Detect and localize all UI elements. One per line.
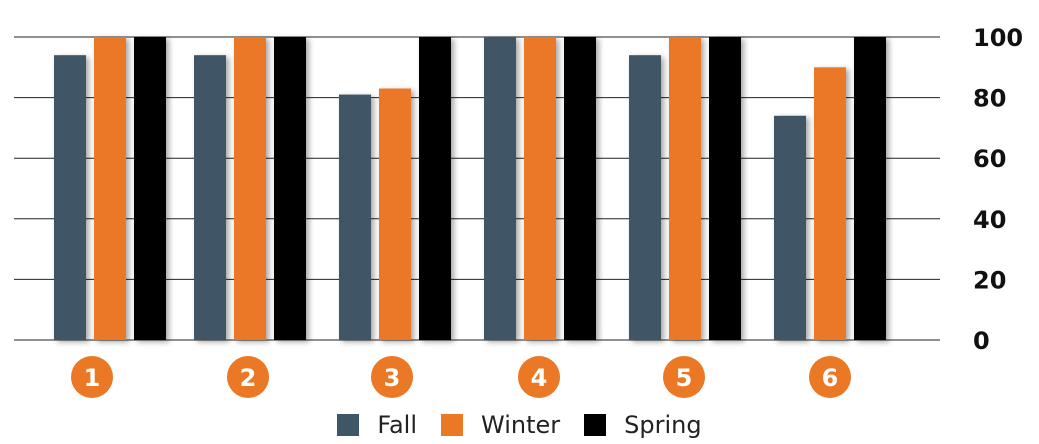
bar-spring-1 (134, 37, 166, 340)
y-tick-label: 60 (973, 145, 1006, 173)
y-tick-label: 100 (973, 24, 1023, 52)
bar-fall-5 (629, 55, 661, 341)
bar-winter-2 (234, 37, 266, 340)
legend-item-spring: Spring (584, 411, 702, 439)
y-axis-ticks: 0 20 40 60 80 100 (973, 24, 1023, 355)
category-label: 5 (676, 364, 693, 392)
bar-spring-6 (854, 37, 886, 340)
legend-swatch (337, 414, 360, 436)
bars (54, 37, 886, 341)
y-tick-label: 80 (973, 85, 1006, 113)
legend-swatch (441, 414, 464, 436)
legend-swatch (584, 414, 607, 436)
bar-chart: 0 20 40 60 80 100 1 2 3 4 5 6 (14, 24, 1023, 398)
y-tick-label: 0 (973, 327, 990, 355)
y-tick-label: 20 (973, 266, 1006, 294)
bar-spring-5 (709, 37, 741, 340)
legend-item-winter: Winter (441, 411, 560, 439)
category-label: 1 (84, 364, 101, 392)
legend-item-fall: Fall (337, 411, 417, 439)
bar-fall-6 (774, 115, 806, 340)
y-tick-label: 40 (973, 206, 1006, 234)
bar-winter-3 (379, 88, 411, 340)
category-badge (71, 356, 113, 398)
bar-winter-6 (814, 67, 846, 341)
legend-label: Spring (624, 411, 702, 439)
category-label: 2 (240, 364, 257, 392)
category-badge (663, 356, 705, 398)
bar-fall-3 (339, 94, 371, 340)
bar-winter-1 (94, 37, 126, 340)
bar-spring-4 (564, 37, 596, 340)
category-label: 3 (384, 364, 401, 392)
category-badge (227, 356, 269, 398)
category-badge (371, 356, 413, 398)
bar-fall-1 (54, 55, 86, 341)
category-badge (518, 356, 560, 398)
category-badges: 1 2 3 4 5 6 (71, 356, 851, 398)
legend-label: Winter (481, 411, 561, 439)
legend-label: Fall (377, 411, 418, 439)
bar-spring-3 (419, 37, 451, 340)
bar-winter-5 (669, 37, 701, 340)
bar-fall-2 (194, 55, 226, 341)
bar-spring-2 (274, 37, 306, 340)
category-label: 4 (531, 364, 548, 392)
legend: Fall Winter Spring (0, 410, 1039, 440)
bar-fall-4 (484, 37, 516, 340)
category-label: 6 (822, 364, 839, 392)
category-badge (809, 356, 851, 398)
bar-winter-4 (524, 37, 556, 340)
